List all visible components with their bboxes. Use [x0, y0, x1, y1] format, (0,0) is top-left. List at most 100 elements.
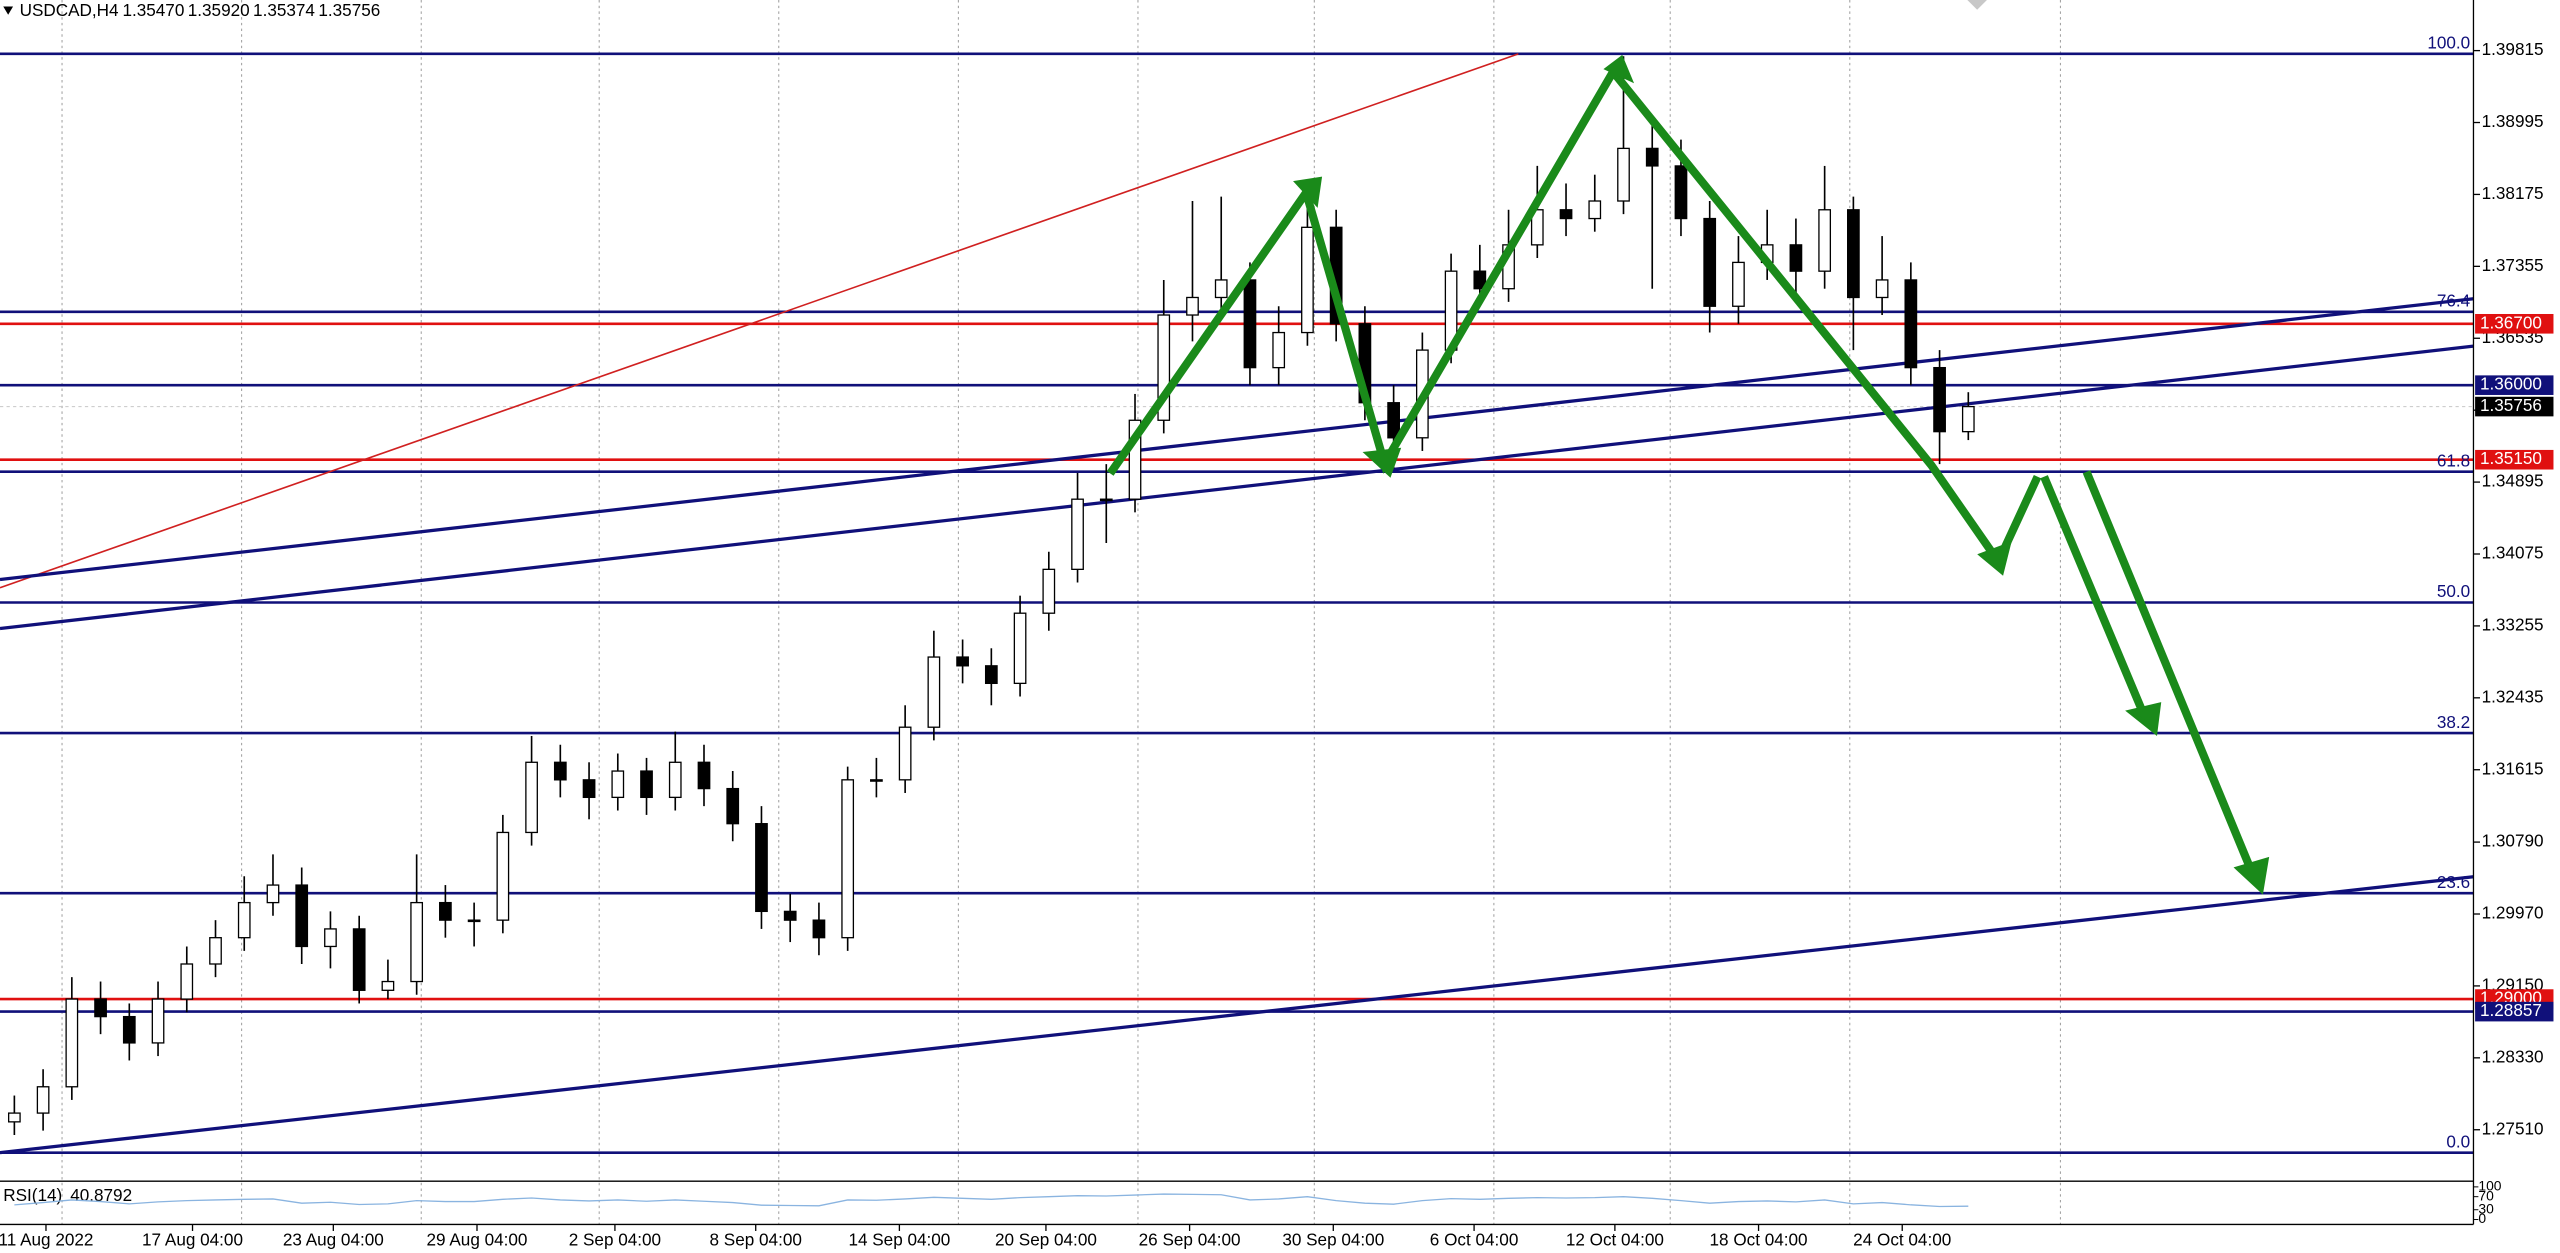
rsi-tick-label: 0 — [2478, 1210, 2486, 1226]
candle-body — [1617, 147, 1630, 202]
fib-label: 100.0 — [2427, 33, 2470, 53]
bid-label: 1.35756 — [2480, 395, 2542, 415]
price-label-box — [2475, 1001, 2554, 1022]
frame — [0, 0, 2475, 1226]
rsi-tick-label: 70 — [2478, 1187, 2494, 1203]
candle-body — [122, 1015, 136, 1044]
candle-body — [1186, 296, 1199, 316]
arrow-head — [1603, 54, 1635, 84]
price-label-box — [2475, 449, 2554, 470]
candle-body — [1099, 498, 1113, 502]
candle-body — [266, 884, 280, 904]
ohlc-close: 1.35756 — [318, 0, 380, 20]
candle-body — [410, 901, 424, 983]
x-tick-label: 12 Oct 04:00 — [1566, 1229, 1664, 1249]
y-tick-label: 1.31615 — [2482, 758, 2544, 778]
candle-body — [1157, 314, 1171, 421]
x-tick-label: 23 Aug 04:00 — [283, 1229, 384, 1249]
x-tick-label: 17 Aug 04:00 — [142, 1229, 243, 1249]
candle-body — [1071, 498, 1084, 570]
candle-body — [1875, 279, 1889, 299]
candle-body — [1214, 279, 1228, 299]
x-tick-label: 18 Oct 04:00 — [1710, 1229, 1808, 1249]
candle-body — [1818, 209, 1832, 272]
candle-body — [1243, 279, 1257, 369]
candle-body — [1588, 200, 1602, 220]
x-tick-label: 29 Aug 04:00 — [427, 1229, 528, 1249]
menu-triangle[interactable] — [3, 6, 14, 15]
arrow-head — [2125, 702, 2162, 737]
x-tick-label: 20 Sep 04:00 — [995, 1229, 1097, 1249]
y-tick-label: 1.38995 — [2482, 111, 2544, 131]
trendline — [0, 875, 2474, 1155]
y-tick-label: 1.34075 — [2482, 543, 2544, 563]
candle-body — [439, 901, 452, 921]
candle-body — [984, 665, 998, 685]
trendline-red — [0, 53, 1519, 589]
forecast-arrows — [1106, 54, 2270, 895]
ohlc-open: 1.35470 — [122, 0, 184, 20]
period-separators — [61, 0, 2061, 1225]
trendline — [0, 344, 2474, 631]
header: USDCAD,H4 1.35470 1.35920 1.35374 1.3575… — [20, 0, 381, 20]
candle-body — [898, 726, 912, 781]
candle-body — [1904, 279, 1918, 369]
candle-body — [1732, 261, 1745, 307]
y-tick-label: 1.29970 — [2482, 903, 2544, 923]
candle-body — [1703, 217, 1717, 307]
candle-body — [1674, 165, 1688, 220]
candle-body — [1961, 405, 1975, 433]
candle-body — [1301, 226, 1314, 334]
symbol-title: USDCAD,H4 — [20, 0, 119, 20]
candle-body — [697, 761, 711, 790]
y-tick-label: 1.28330 — [2482, 1046, 2544, 1066]
rsi-title: RSI(14) — [3, 1185, 62, 1205]
candle-body — [726, 787, 740, 825]
candle-body — [209, 937, 222, 965]
candle-body — [640, 770, 653, 799]
candle-body — [1473, 270, 1487, 290]
candle-body — [582, 779, 596, 799]
candle-body — [927, 656, 941, 728]
candle-body — [525, 761, 538, 834]
price-label: 1.28857 — [2480, 1000, 2542, 1020]
candle-body — [1042, 568, 1056, 614]
rsi-tick-label: 100 — [2478, 1178, 2501, 1194]
y-tick-label: 1.38175 — [2482, 183, 2544, 203]
fib-label: 38.2 — [2437, 712, 2470, 732]
candle-body — [295, 884, 309, 948]
candle-body — [237, 901, 251, 939]
trendlines — [0, 53, 2474, 1155]
levels — [0, 52, 2474, 1155]
y-tick-label: 1.30790 — [2482, 831, 2544, 851]
candle-body — [1559, 209, 1573, 220]
x-tick-label: 24 Oct 04:00 — [1853, 1229, 1951, 1249]
x-tick-label: 6 Oct 04:00 — [1430, 1229, 1519, 1249]
rsi-tick-label: 30 — [2478, 1200, 2494, 1216]
x-tick-label: 30 Sep 04:00 — [1282, 1229, 1384, 1249]
y-tick-label: 1.33255 — [2482, 614, 2544, 634]
y-tick-label: 1.37355 — [2482, 255, 2544, 275]
ohlc-high: 1.35920 — [188, 0, 250, 20]
arrow — [2082, 470, 2257, 877]
x-tick-label: 8 Sep 04:00 — [710, 1229, 802, 1249]
fib-label: 61.8 — [2437, 450, 2470, 470]
candle-body — [1013, 612, 1027, 685]
candle-body — [870, 779, 883, 782]
candle-body — [1789, 244, 1803, 272]
x-tick-label: 11 Aug 2022 — [0, 1229, 93, 1249]
rsi-pane: RSI(14) 40.8792 — [3, 1185, 1969, 1208]
candle-body — [180, 963, 194, 1000]
y-tick-label: 1.39815 — [2482, 39, 2544, 59]
candle-body — [381, 980, 395, 991]
candle-body — [467, 919, 481, 923]
fib-label: 0.0 — [2446, 1131, 2470, 1151]
candle-body — [668, 761, 682, 799]
candle-body — [755, 823, 768, 913]
candle-body — [65, 998, 79, 1088]
candle-body — [496, 831, 510, 921]
candle-body — [324, 928, 337, 948]
